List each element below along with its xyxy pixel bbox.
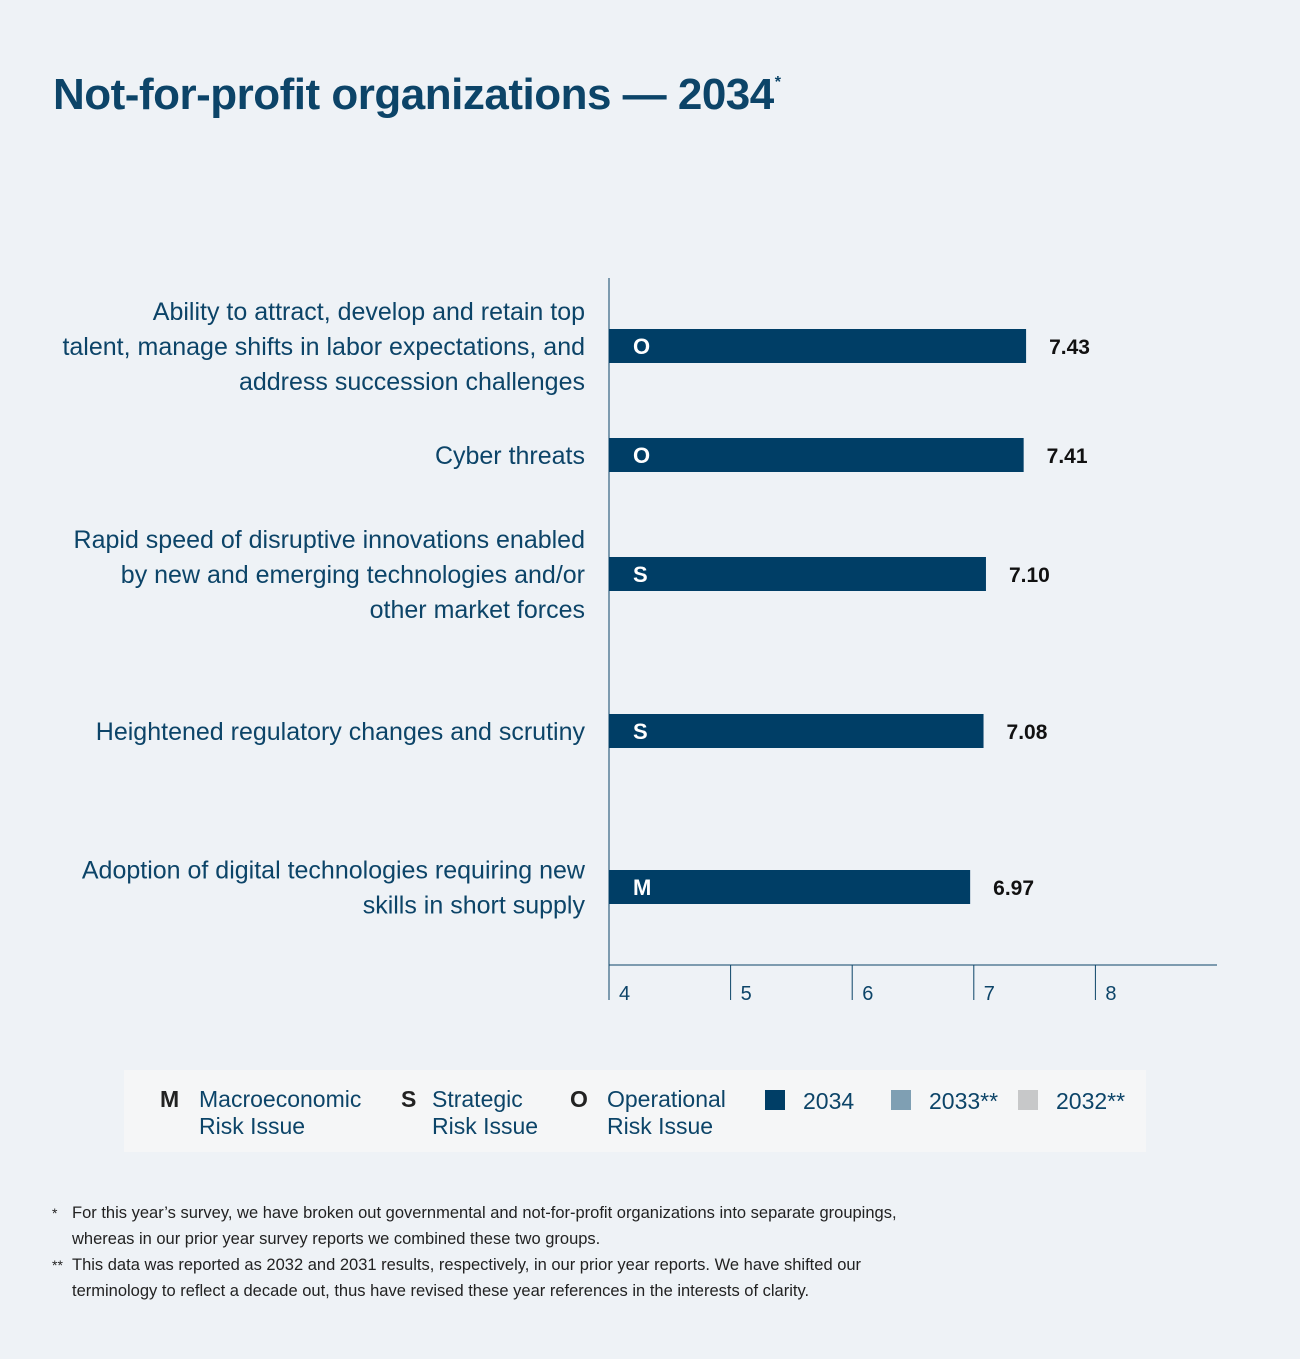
bar — [609, 438, 1024, 472]
category-label: Rapid speed of disruptive innovations en… — [74, 526, 585, 624]
bar-chart: 4 5 6 7 8 O 7.43 Ability to attract, develop an… — [62, 278, 1217, 1005]
bar — [609, 870, 971, 904]
bar-category-tag: O — [633, 443, 650, 468]
bar-value-label: 7.43 — [1049, 336, 1090, 359]
bar — [609, 329, 1027, 363]
category-label-line: Adoption of digital technologies requiri… — [82, 857, 586, 885]
legend-label-2032: 2032** — [1056, 1088, 1126, 1114]
x-tick-label: 8 — [1105, 983, 1116, 1005]
category-label-line: Ability to attract, develop and retain t… — [153, 298, 585, 326]
category-label: Heightened regulatory changes and scruti… — [96, 718, 586, 746]
legend-label-2033: 2033** — [929, 1088, 999, 1114]
chart-title: Not-for-profit organizations — 2034* — [53, 70, 781, 120]
category-label-line: address succession challenges — [239, 368, 585, 396]
category-label: Cyber threats — [435, 442, 585, 470]
footnotes: * For this year’s survey, we have broken… — [52, 1200, 932, 1304]
footnote-1-mark: * — [52, 1205, 58, 1221]
category-label-line: talent, manage shifts in labor expectati… — [62, 333, 585, 361]
legend-swatch-2032 — [1018, 1090, 1038, 1110]
legend-letter-strategic: S — [401, 1086, 417, 1112]
legend-label-2034: 2034 — [803, 1088, 855, 1114]
legend-label-macro: Macroeconomic Risk Issue — [199, 1086, 362, 1139]
bar-value-label: 7.41 — [1047, 445, 1088, 468]
category-label-line: skills in short supply — [363, 892, 586, 920]
category-label: Ability to attract, develop and retain t… — [62, 298, 585, 396]
x-tick-label: 4 — [619, 983, 630, 1005]
legend-swatch-2033 — [891, 1090, 911, 1110]
bar-category-tag: M — [633, 875, 651, 900]
footnote-1-text: For this year’s survey, we have broken o… — [72, 1204, 897, 1248]
category-label-line: other market forces — [370, 596, 585, 624]
bar-category-tag: S — [633, 562, 648, 587]
legend-letter-operational: O — [570, 1086, 588, 1112]
footnote-2: ** This data was reported as 2032 and 20… — [52, 1252, 932, 1304]
legend: M Macroeconomic Risk Issue S Strategic R… — [124, 1070, 1146, 1152]
legend-letter-macro: M — [160, 1086, 180, 1112]
category-label-line: by new and emerging technologies and/or — [121, 561, 585, 589]
bar-category-tag: S — [633, 719, 648, 744]
category-label-line: Cyber threats — [435, 442, 585, 470]
chart-title-text: Not-for-profit organizations — 2034 — [53, 70, 774, 119]
bar-category-tag: O — [633, 334, 650, 359]
bar — [609, 557, 986, 591]
bar-value-label: 7.08 — [1007, 721, 1048, 744]
bar-value-label: 7.10 — [1009, 564, 1050, 587]
bar — [609, 714, 984, 748]
footnote-2-mark: ** — [52, 1257, 63, 1273]
legend-label-strategic: Strategic Risk Issue — [432, 1086, 539, 1139]
legend-swatch-2034 — [765, 1090, 785, 1110]
category-label-line: Heightened regulatory changes and scruti… — [96, 718, 586, 746]
x-tick-label: 7 — [984, 983, 995, 1005]
x-tick-label: 5 — [741, 983, 752, 1005]
x-tick-label: 6 — [862, 983, 873, 1005]
category-label-line: Rapid speed of disruptive innovations en… — [74, 526, 585, 554]
legend-label-operational: Operational Risk Issue — [607, 1086, 726, 1139]
footnote-1: * For this year’s survey, we have broken… — [52, 1200, 932, 1252]
bar-value-label: 6.97 — [993, 877, 1034, 900]
category-label: Adoption of digital technologies requiri… — [82, 857, 586, 920]
title-footnote-mark: * — [774, 74, 781, 91]
footnote-2-text: This data was reported as 2032 and 2031 … — [72, 1256, 862, 1300]
